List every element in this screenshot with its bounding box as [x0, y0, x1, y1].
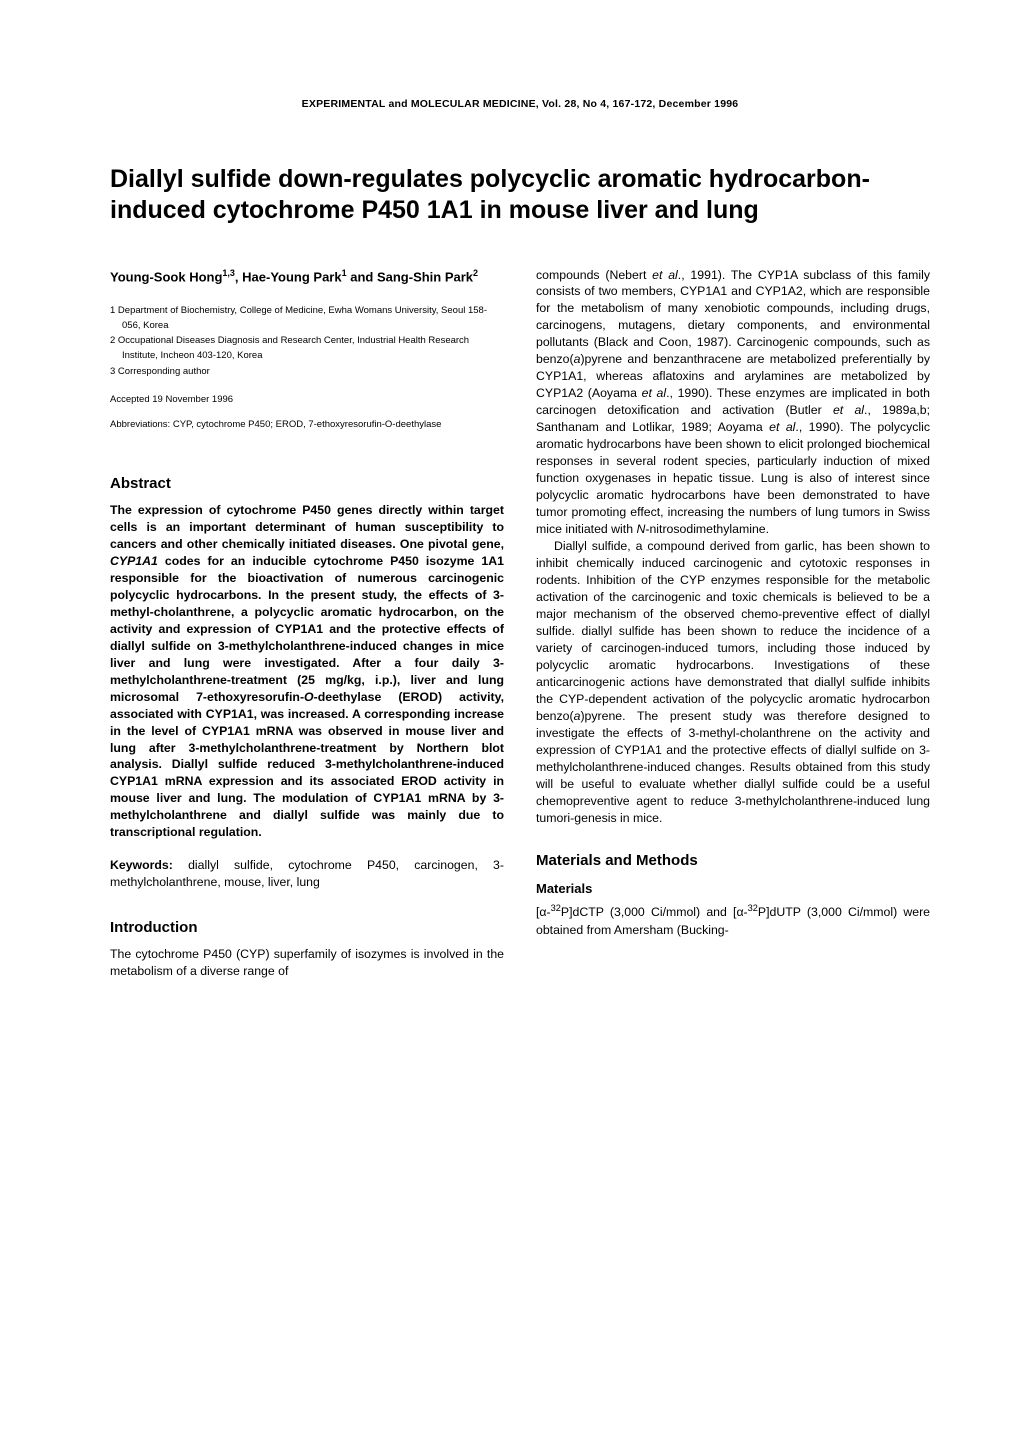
keywords-label: Keywords: [110, 858, 173, 872]
abstract-heading: Abstract [110, 475, 504, 492]
materials-methods-heading: Materials and Methods [536, 852, 930, 869]
accepted-date: Accepted 19 November 1996 [110, 394, 504, 405]
left-column: Young-Sook Hong1,3, Hae-Young Park1 and … [110, 267, 504, 981]
affiliation-3: 3 Corresponding author [110, 365, 504, 380]
two-column-layout: Young-Sook Hong1,3, Hae-Young Park1 and … [110, 267, 930, 981]
intro-continued-p1: compounds (Nebert et al., 1991). The CYP… [536, 267, 930, 539]
introduction-body: The cytochrome P450 (CYP) superfamily of… [110, 946, 504, 980]
affiliation-1: 1 Department of Biochemistry, College of… [110, 304, 504, 333]
affiliations: 1 Department of Biochemistry, College of… [110, 304, 504, 380]
author-list: Young-Sook Hong1,3, Hae-Young Park1 and … [110, 267, 504, 287]
intro-p2: Diallyl sulfide, a compound derived from… [536, 538, 930, 826]
article-title: Diallyl sulfide down-regulates polycycli… [110, 164, 930, 227]
right-column: compounds (Nebert et al., 1991). The CYP… [536, 267, 930, 981]
affiliation-2: 2 Occupational Diseases Diagnosis and Re… [110, 334, 504, 363]
materials-p1: [α-32P]dCTP (3,000 Ci/mmol) and [α-32P]d… [536, 902, 930, 938]
keywords: Keywords: diallyl sulfide, cytochrome P4… [110, 857, 504, 891]
introduction-heading: Introduction [110, 919, 504, 936]
running-head: EXPERIMENTAL and MOLECULAR MEDICINE, Vol… [110, 98, 930, 110]
abbreviations: Abbreviations: CYP, cytochrome P450; ERO… [110, 419, 504, 431]
abstract-body: The expression of cytochrome P450 genes … [110, 502, 504, 841]
materials-subheading: Materials [536, 881, 930, 896]
